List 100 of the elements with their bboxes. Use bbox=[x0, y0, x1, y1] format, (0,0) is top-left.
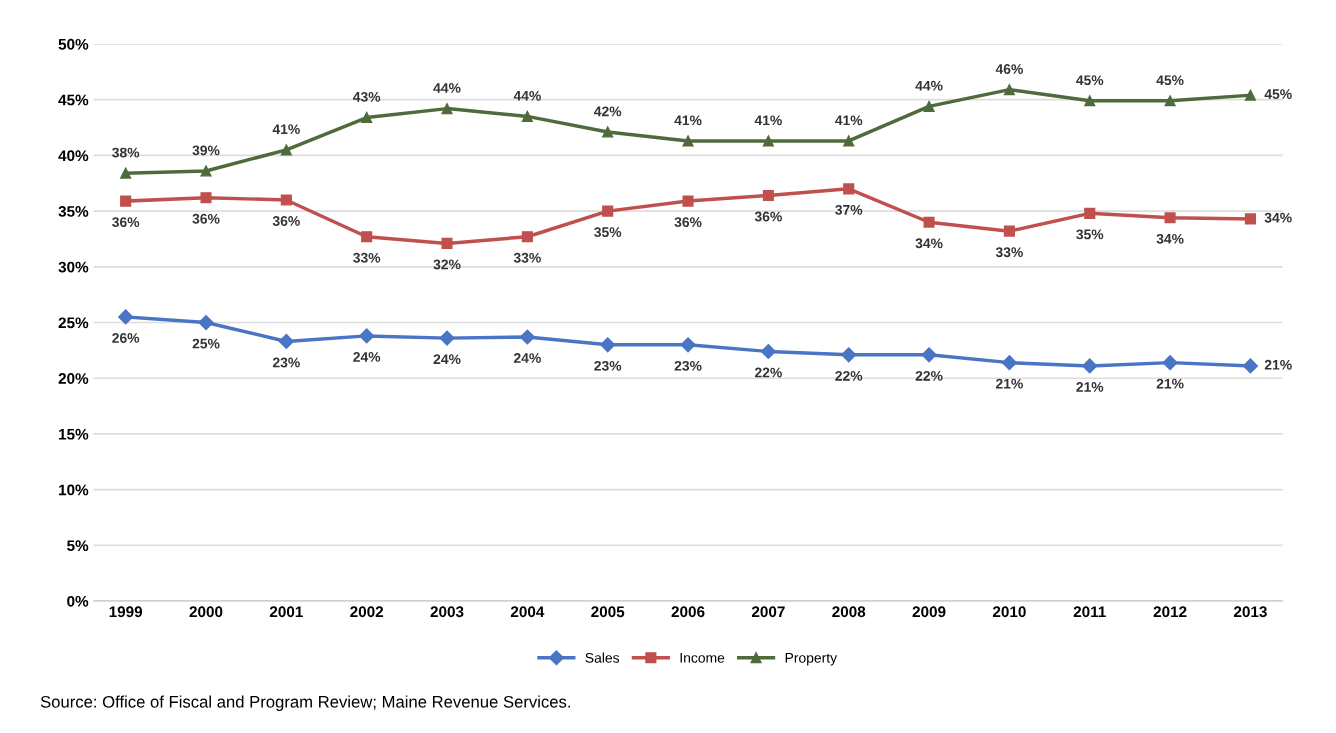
data-label: 36% bbox=[192, 213, 220, 224]
point bbox=[120, 167, 132, 179]
data-label: 33% bbox=[995, 247, 1023, 258]
point bbox=[280, 194, 292, 206]
data-label: 36% bbox=[674, 217, 702, 228]
data-label: 21% bbox=[1264, 359, 1292, 370]
y-tick-label: 35% bbox=[58, 205, 89, 217]
x-tick-label: 2004 bbox=[510, 606, 545, 618]
x-tick-label: 2008 bbox=[832, 606, 866, 618]
point bbox=[120, 195, 132, 207]
data-label: 22% bbox=[754, 367, 782, 378]
x-tick-label: 1999 bbox=[109, 606, 143, 618]
x-tick-label: 2011 bbox=[1073, 606, 1106, 618]
point bbox=[359, 328, 375, 344]
point bbox=[921, 347, 937, 363]
point bbox=[1164, 95, 1176, 107]
data-label: 37% bbox=[835, 204, 863, 215]
data-label: 25% bbox=[192, 338, 220, 349]
point bbox=[1242, 358, 1258, 374]
data-label: 23% bbox=[272, 357, 300, 368]
x-tick-label: 2000 bbox=[189, 606, 223, 618]
data-label: 24% bbox=[353, 352, 381, 362]
x-tick-label: 2009 bbox=[912, 606, 946, 618]
point bbox=[278, 333, 294, 350]
data-label: 24% bbox=[433, 354, 461, 365]
x-tick-label: 2005 bbox=[591, 606, 625, 618]
point bbox=[760, 343, 776, 360]
data-label: 36% bbox=[272, 216, 300, 226]
y-tick-label: 40% bbox=[58, 150, 89, 162]
x-tick-label: 2010 bbox=[992, 606, 1026, 618]
point bbox=[843, 183, 855, 195]
point bbox=[843, 135, 855, 147]
y-tick-label: 30% bbox=[58, 261, 89, 273]
legend-label: Property bbox=[785, 653, 838, 666]
data-label: 41% bbox=[272, 124, 300, 135]
point bbox=[923, 216, 935, 228]
data-label: 21% bbox=[1076, 382, 1104, 392]
data-label: 22% bbox=[915, 370, 943, 381]
point bbox=[923, 100, 935, 112]
data-label: 44% bbox=[513, 90, 541, 101]
y-tick-label: 10% bbox=[59, 484, 89, 496]
data-label: 34% bbox=[1264, 212, 1292, 223]
data-label: 38% bbox=[112, 147, 140, 158]
y-tick-label: 25% bbox=[58, 317, 89, 329]
data-label: 36% bbox=[754, 211, 782, 222]
data-label: 36% bbox=[112, 217, 140, 228]
data-label: 46% bbox=[995, 64, 1023, 74]
data-label: 41% bbox=[835, 115, 863, 126]
point bbox=[200, 192, 212, 204]
source-note: Source: Office of Fiscal and Program Review; Maine Revenue Services. bbox=[40, 695, 570, 712]
data-label: 23% bbox=[674, 360, 702, 371]
point bbox=[1162, 355, 1178, 371]
point bbox=[841, 347, 857, 363]
data-label: 34% bbox=[1156, 233, 1184, 244]
data-label: 35% bbox=[594, 227, 622, 238]
point bbox=[602, 126, 614, 138]
point bbox=[441, 103, 453, 115]
data-label: 32% bbox=[433, 259, 461, 270]
point bbox=[1003, 225, 1015, 237]
point bbox=[602, 205, 614, 217]
legend-label: Sales bbox=[585, 652, 620, 663]
point bbox=[762, 189, 774, 202]
point bbox=[1082, 358, 1098, 374]
point bbox=[118, 309, 134, 325]
point bbox=[519, 329, 535, 345]
point bbox=[521, 231, 533, 243]
data-label: 44% bbox=[433, 83, 461, 93]
point bbox=[441, 237, 453, 249]
point bbox=[521, 110, 533, 122]
x-tick-label: 2001 bbox=[269, 606, 303, 618]
data-label: 21% bbox=[1156, 378, 1184, 389]
data-label: 26% bbox=[112, 333, 140, 343]
y-tick-label: 5% bbox=[67, 540, 89, 552]
x-tick-label: 2003 bbox=[430, 606, 464, 618]
data-label: 44% bbox=[915, 80, 943, 91]
point bbox=[1084, 207, 1096, 219]
data-label: 24% bbox=[513, 353, 541, 363]
point bbox=[1003, 84, 1015, 96]
point bbox=[1164, 212, 1176, 224]
point bbox=[1244, 213, 1256, 225]
point bbox=[198, 314, 214, 331]
data-label: 43% bbox=[352, 91, 381, 102]
data-label: 42% bbox=[594, 106, 622, 117]
data-label: 33% bbox=[513, 252, 541, 263]
data-label: 39% bbox=[192, 145, 220, 156]
point bbox=[682, 195, 694, 207]
point bbox=[200, 165, 212, 177]
point bbox=[439, 330, 455, 346]
y-tick-label: 20% bbox=[58, 373, 89, 384]
data-label: 33% bbox=[353, 252, 381, 263]
data-label: 45% bbox=[1264, 89, 1292, 99]
legend-label: Income bbox=[680, 653, 725, 663]
point bbox=[1001, 355, 1017, 371]
y-tick-label: 0% bbox=[67, 595, 89, 607]
x-tick-label: 2007 bbox=[751, 606, 785, 618]
point bbox=[682, 135, 694, 147]
data-label: 35% bbox=[1076, 229, 1104, 240]
data-label: 45% bbox=[1156, 75, 1184, 86]
x-tick-label: 2013 bbox=[1233, 606, 1267, 618]
data-label: 21% bbox=[995, 378, 1023, 389]
